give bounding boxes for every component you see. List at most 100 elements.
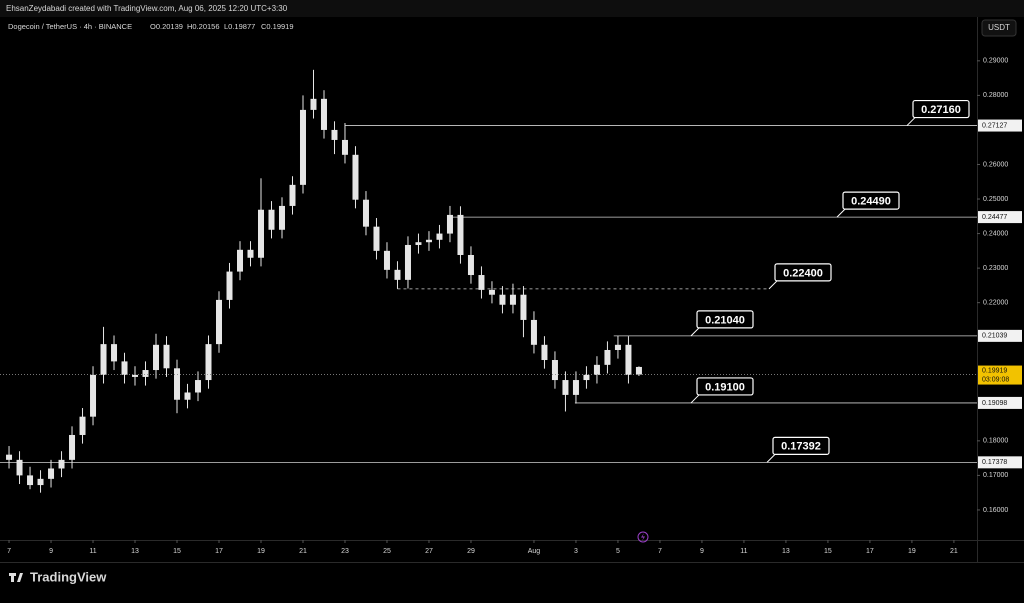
candle-body bbox=[163, 344, 170, 369]
brand: TradingView bbox=[30, 569, 107, 584]
countdown: 03:09:08 bbox=[982, 376, 1009, 383]
candle-body bbox=[90, 374, 97, 417]
candle-body bbox=[299, 109, 306, 185]
callout-box bbox=[912, 99, 970, 119]
candle-body bbox=[383, 250, 390, 270]
candle-body bbox=[205, 344, 212, 381]
x-tick-label: 19 bbox=[908, 548, 916, 555]
x-tick-label: 17 bbox=[215, 548, 223, 555]
ohlc-value: H0.20156 bbox=[187, 22, 220, 31]
x-tick-label: 23 bbox=[341, 548, 349, 555]
price-tag bbox=[978, 456, 1022, 469]
x-tick-label: 25 bbox=[383, 548, 391, 555]
ohlc-value: C0.19919 bbox=[261, 22, 294, 31]
candle-body bbox=[257, 209, 264, 258]
candle-body bbox=[551, 360, 558, 381]
currency[interactable]: USDT bbox=[988, 23, 1010, 32]
candle-body bbox=[153, 344, 160, 371]
candle-body bbox=[635, 366, 642, 375]
candle-body bbox=[488, 289, 495, 295]
candle-body bbox=[467, 254, 474, 276]
callout-pointer bbox=[766, 453, 776, 463]
y-tick-label: 0.25000 bbox=[983, 196, 1008, 203]
price-tag-label: 0.21039 bbox=[982, 333, 1007, 340]
callout-box bbox=[696, 310, 754, 329]
callout-pointer bbox=[690, 327, 700, 337]
candle-body bbox=[583, 374, 590, 381]
x-tick-label: 15 bbox=[173, 548, 181, 555]
candle-body bbox=[352, 154, 359, 200]
candle-body bbox=[79, 416, 86, 435]
candle-body bbox=[310, 98, 317, 110]
candle-body bbox=[195, 380, 202, 393]
candle-body bbox=[37, 478, 44, 486]
candle-body bbox=[436, 233, 443, 240]
candle-body bbox=[530, 319, 537, 345]
x-tick-label: 29 bbox=[467, 548, 475, 555]
candle-body bbox=[520, 294, 527, 320]
candle-body bbox=[625, 344, 632, 375]
symbol-title: Dogecoin / TetherUS · 4h · BINANCE bbox=[8, 22, 132, 31]
candle-body bbox=[604, 349, 611, 365]
candle-body bbox=[572, 380, 579, 395]
callout-box bbox=[696, 377, 754, 396]
candle-body bbox=[415, 242, 422, 245]
candle-body bbox=[404, 244, 411, 280]
candle-body bbox=[48, 468, 55, 479]
y-tick-label: 0.24000 bbox=[983, 230, 1008, 237]
candle-body bbox=[509, 294, 516, 305]
candle-body bbox=[593, 364, 600, 375]
candle-body bbox=[478, 275, 485, 290]
price-tag-label: 0.24477 bbox=[982, 214, 1007, 221]
callout-label: 0.27160 bbox=[921, 104, 961, 116]
candle-body bbox=[142, 370, 149, 377]
candle-body bbox=[362, 199, 369, 227]
x-tick-label: 9 bbox=[49, 548, 53, 555]
callout-label: 0.17392 bbox=[781, 441, 821, 453]
price-tag-label: 0.17378 bbox=[982, 459, 1007, 466]
candle-body bbox=[289, 184, 296, 206]
callout-pointer bbox=[690, 394, 700, 404]
event-icon[interactable] bbox=[637, 531, 649, 543]
event-bolt bbox=[641, 533, 645, 541]
candle-body bbox=[278, 205, 285, 230]
logo-mark bbox=[9, 573, 23, 582]
x-tick-label: 15 bbox=[824, 548, 832, 555]
callout-label: 0.21040 bbox=[705, 314, 745, 326]
candle-body bbox=[174, 368, 181, 400]
candle-body bbox=[6, 454, 13, 460]
candle-body bbox=[100, 344, 107, 375]
candle-body bbox=[216, 299, 223, 345]
candle-body bbox=[132, 374, 139, 377]
x-tick-label: 21 bbox=[950, 548, 958, 555]
y-tick-label: 0.26000 bbox=[983, 161, 1008, 168]
ohlc-value: O0.20139 bbox=[150, 22, 183, 31]
y-tick-label: 0.22000 bbox=[983, 300, 1008, 307]
candle-body bbox=[425, 239, 432, 243]
candle-body bbox=[446, 214, 453, 234]
callout-pointer bbox=[768, 280, 778, 290]
callout-box bbox=[842, 191, 900, 210]
top-bar bbox=[0, 0, 1024, 17]
candle-body bbox=[562, 380, 569, 395]
currency-button[interactable] bbox=[981, 19, 1017, 37]
candle-body bbox=[16, 459, 23, 476]
candle-body bbox=[226, 271, 233, 300]
candle-body bbox=[184, 392, 191, 400]
callout-label: 0.24490 bbox=[851, 195, 891, 207]
x-tick-label: 5 bbox=[616, 548, 620, 555]
y-tick-label: 0.29000 bbox=[983, 58, 1008, 65]
last-price-tag bbox=[978, 365, 1022, 385]
y-tick-label: 0.18000 bbox=[983, 438, 1008, 445]
callout-pointer bbox=[906, 117, 916, 126]
y-tick-label: 0.16000 bbox=[983, 507, 1008, 514]
x-tick-label: Aug bbox=[528, 548, 541, 555]
x-tick-label: 7 bbox=[7, 548, 11, 555]
candle-body bbox=[614, 344, 621, 350]
candle-body bbox=[27, 475, 34, 486]
y-tick-label: 0.28000 bbox=[983, 92, 1008, 99]
x-tick-label: 3 bbox=[574, 548, 578, 555]
last-price-label: 0.19919 bbox=[982, 367, 1007, 374]
callout-box bbox=[774, 263, 832, 282]
